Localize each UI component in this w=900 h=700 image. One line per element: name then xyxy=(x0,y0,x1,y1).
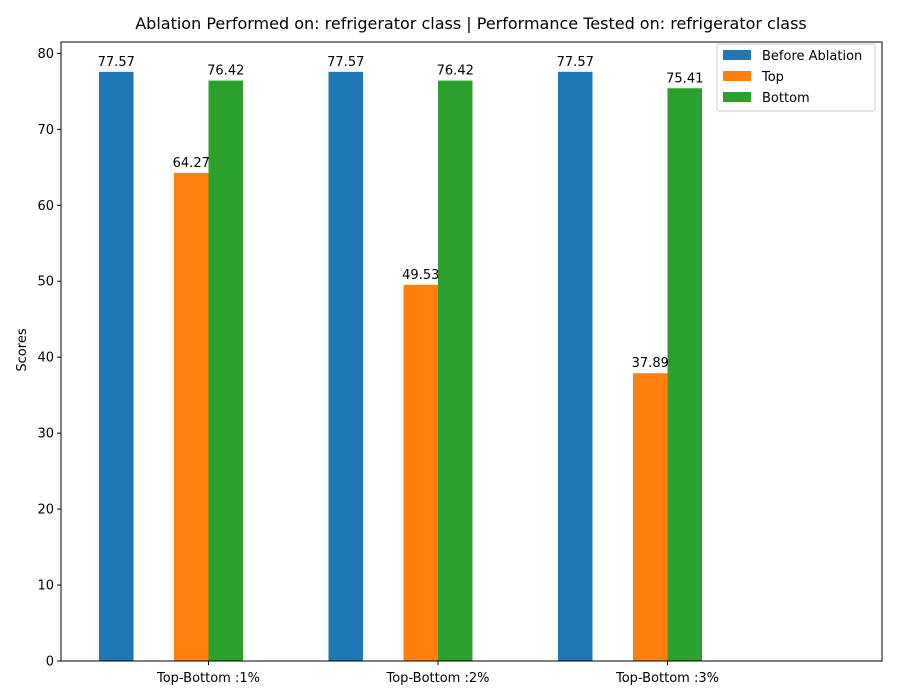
legend-label: Top xyxy=(761,70,784,85)
plot-frame xyxy=(60,41,883,662)
legend: Before Ablation Top Bottom xyxy=(716,43,876,112)
bar-top-1 xyxy=(403,284,438,661)
data-label: 49.53 xyxy=(402,268,439,283)
data-labels-group: 77.57 77.57 77.57 64.27 49.53 37.89 76.42 76.42… xyxy=(98,55,704,371)
bar-bottom-1 xyxy=(438,80,473,661)
legend-swatch xyxy=(723,50,751,60)
y-tick-label: 80 xyxy=(37,47,54,62)
bars-group xyxy=(99,71,702,662)
y-tick-label: 40 xyxy=(37,351,54,366)
data-label: 77.57 xyxy=(327,55,364,70)
legend-swatch xyxy=(723,71,751,81)
data-label: 37.89 xyxy=(632,356,669,371)
legend-swatch xyxy=(723,92,751,102)
data-label: 64.27 xyxy=(173,156,210,171)
y-tick-label: 50 xyxy=(37,275,54,290)
y-tick-label: 20 xyxy=(37,503,54,518)
bar-top-2 xyxy=(633,373,668,661)
y-tick-label: 0 xyxy=(46,655,54,670)
bar-before-ablation-2 xyxy=(558,71,593,662)
y-tick-label: 70 xyxy=(37,123,54,138)
y-tick-label: 30 xyxy=(37,427,54,442)
bar-top-0 xyxy=(174,172,209,661)
bar-bottom-0 xyxy=(208,80,243,661)
x-axis: Top-Bottom :1% Top-Bottom :2% Top-Bottom :… xyxy=(156,661,719,686)
legend-box xyxy=(716,43,876,112)
legend-label: Bottom xyxy=(762,91,810,106)
bar-before-ablation-1 xyxy=(328,71,363,662)
chart-title: Ablation Performed on: refrigerator clas… xyxy=(135,14,807,33)
y-axis: 0 10 20 30 40 50 60 70 80 xyxy=(37,47,61,670)
y-tick-label: 60 xyxy=(37,199,54,214)
data-label: 76.42 xyxy=(437,64,474,79)
legend-label: Before Ablation xyxy=(762,49,862,64)
x-tick-label: Top-Bottom :3% xyxy=(615,671,719,686)
y-tick-label: 10 xyxy=(37,579,54,594)
x-tick-label: Top-Bottom :2% xyxy=(386,671,490,686)
bar-before-ablation-0 xyxy=(99,71,134,662)
data-label: 76.42 xyxy=(207,64,244,79)
data-label: 77.57 xyxy=(557,55,594,70)
x-tick-label: Top-Bottom :1% xyxy=(156,671,260,686)
data-label: 75.41 xyxy=(666,71,703,86)
data-label: 77.57 xyxy=(98,55,135,70)
y-axis-label: Scores xyxy=(15,328,30,371)
bar-bottom-2 xyxy=(667,88,702,662)
